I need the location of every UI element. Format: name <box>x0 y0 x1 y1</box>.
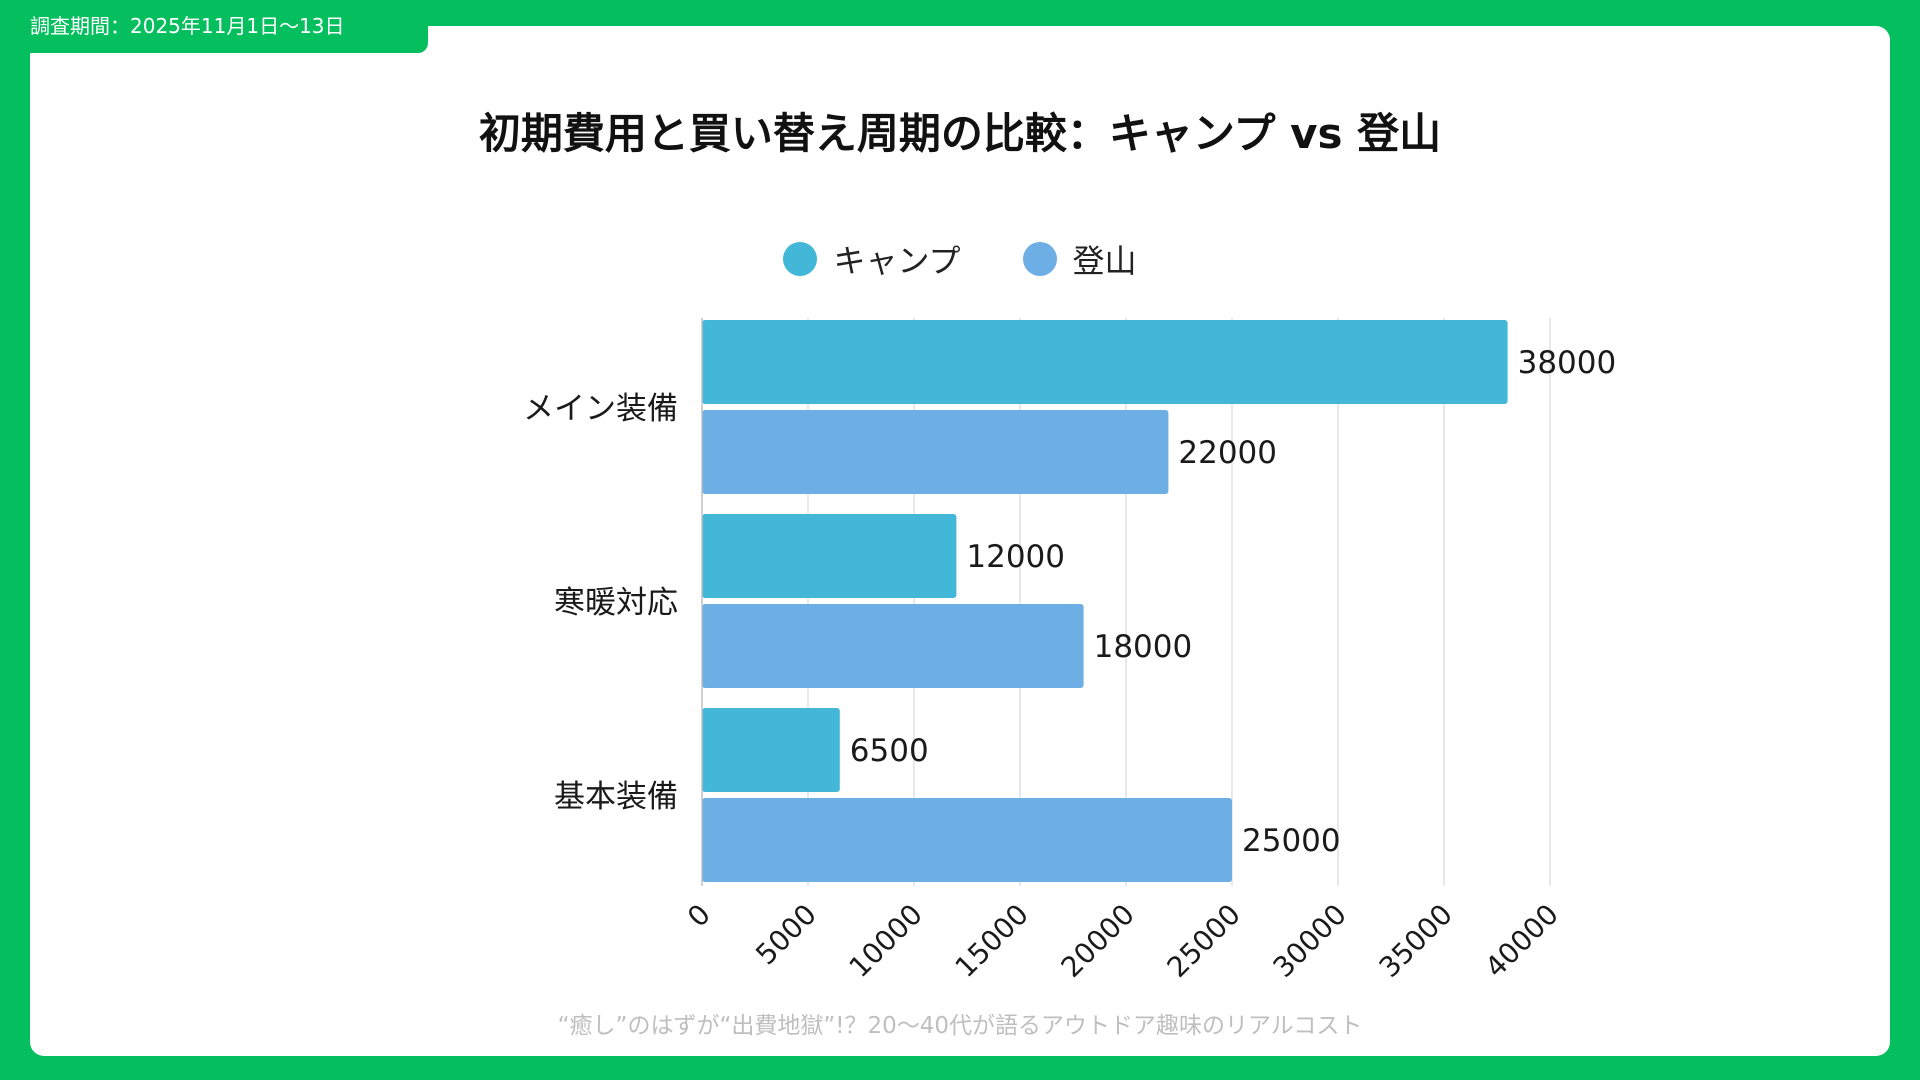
legend-swatch-camp <box>783 242 818 276</box>
data-label: 6500 <box>850 733 929 769</box>
x-tick-label: 40000 <box>1479 898 1565 984</box>
bar <box>702 320 1508 404</box>
legend-swatch-mountain <box>1022 242 1057 276</box>
footer-caption: “癒し”のはずが“出費地獄”!？20〜40代が語るアウトドア趣味のリアルコスト <box>557 1013 1363 1039</box>
x-tick-label: 25000 <box>1161 898 1247 984</box>
category-label: 寒暖対応 <box>554 585 678 621</box>
x-tick-label: 15000 <box>949 898 1035 984</box>
x-tick-label: 35000 <box>1373 898 1459 984</box>
data-label: 18000 <box>1094 629 1193 665</box>
legend-label-mountain: 登山 <box>1072 242 1137 280</box>
data-label: 38000 <box>1518 345 1617 381</box>
bar <box>702 708 840 792</box>
data-label: 25000 <box>1242 823 1341 859</box>
x-tick-label: 10000 <box>843 898 929 984</box>
chart-legend: キャンプ 登山 <box>30 236 1890 282</box>
bar <box>702 798 1232 882</box>
x-tick-label: 20000 <box>1055 898 1141 984</box>
legend-item-mountain[interactable]: 登山 <box>1022 236 1137 282</box>
bar <box>702 604 1084 688</box>
survey-period-label: 調査期間：2025年11月1日〜13日 <box>0 0 428 53</box>
data-label: 22000 <box>1178 435 1277 471</box>
data-label: 12000 <box>966 539 1065 575</box>
legend-item-camp[interactable]: キャンプ <box>783 236 961 282</box>
category-label: メイン装備 <box>523 391 678 427</box>
x-tick-label: 30000 <box>1267 898 1353 984</box>
chart-title: 初期費用と買い替え周期の比較：キャンプ vs 登山 <box>478 109 1442 158</box>
chart-card <box>30 26 1890 1056</box>
legend-label-camp: キャンプ <box>833 242 961 280</box>
category-label: 基本装備 <box>554 779 678 815</box>
bar <box>702 410 1169 494</box>
x-tick-label: 5000 <box>749 898 823 972</box>
bar <box>702 514 957 598</box>
x-tick-label: 0 <box>681 898 717 934</box>
